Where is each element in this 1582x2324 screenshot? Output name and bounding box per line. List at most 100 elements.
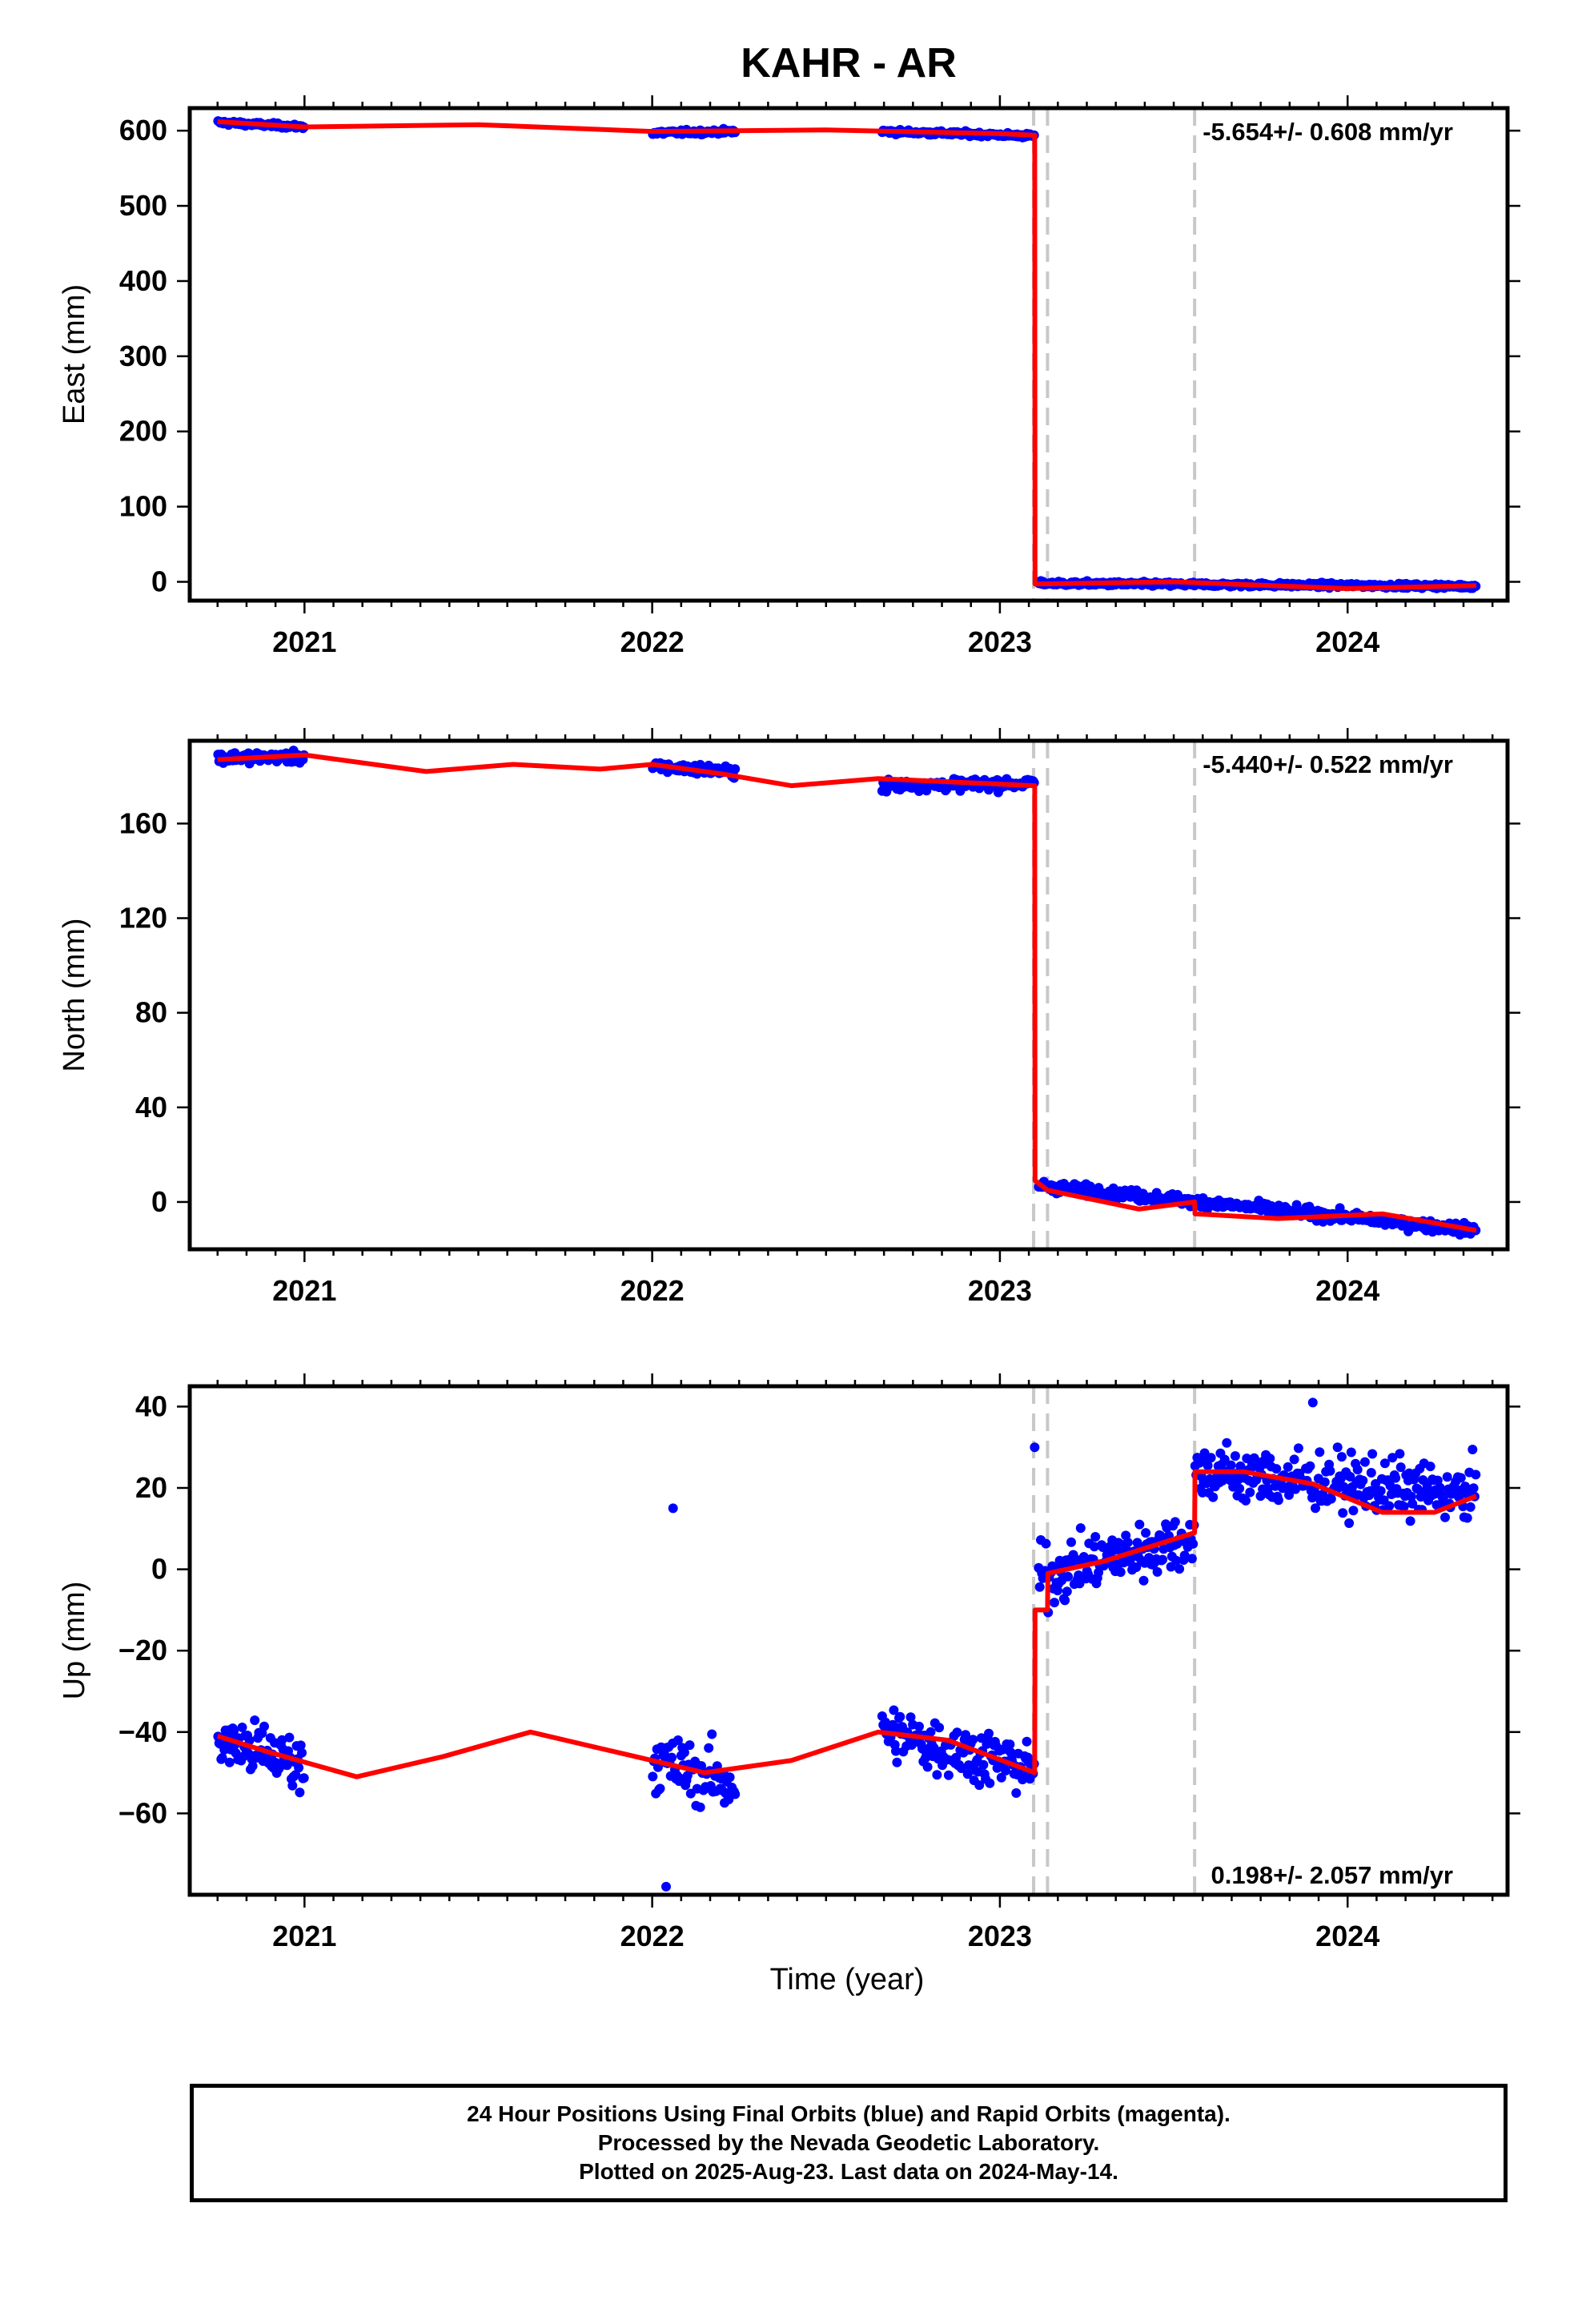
data-point (1206, 1453, 1216, 1463)
model-line (216, 1469, 1477, 1779)
data-point (648, 1771, 658, 1782)
data-point (964, 1760, 974, 1771)
data-point (1395, 1449, 1405, 1459)
data-point (1152, 1566, 1162, 1577)
y-tick-label: −20 (118, 1634, 167, 1667)
data-point (1273, 1495, 1283, 1506)
y-tick-label: 100 (119, 490, 167, 523)
data-point (1359, 1457, 1370, 1467)
x-tick-label: 2022 (620, 1274, 685, 1307)
data-point (1141, 1528, 1151, 1538)
data-point (1440, 1512, 1450, 1522)
data-point (1170, 1517, 1180, 1527)
data-point (1435, 1482, 1445, 1493)
data-point (217, 1753, 227, 1763)
data-point (295, 1740, 306, 1751)
x-tick-label: 2021 (272, 625, 336, 658)
chart-svg: KAHR - AR 2021 2022 2023 202401002003004005… (58, 40, 1520, 1996)
data-point (1265, 1454, 1275, 1464)
footer-line-1: 24 Hour Positions Using Final Orbits (bl… (467, 2101, 1231, 2126)
data-point (1391, 1473, 1401, 1483)
data-point (1293, 1443, 1303, 1454)
x-tick-label: 2023 (968, 625, 1032, 658)
panel-north: 2021 2022 2023 2024 0 40 80 120 160 North (mm) -5.… (58, 728, 1520, 1307)
panel-up: 2021 2022 2023 2024 −60 −40 −20 0 20 40 Up (mm) 0.1… (58, 1373, 1520, 1952)
footer-line-2: Processed by the Nevada Geodetic Laborat… (597, 2130, 1100, 2155)
data-point (1465, 1502, 1476, 1512)
data-point (1245, 1487, 1255, 1498)
footer-line-3: Plotted on 2025-Aug-23. Last data on 202… (579, 2159, 1118, 2184)
y-tick-label: 20 (135, 1471, 167, 1504)
data-point (707, 1729, 717, 1739)
data-point (1179, 1550, 1190, 1561)
x-tick-label: 2022 (620, 1920, 685, 1952)
y-tick-label: 600 (119, 114, 167, 147)
rate-label: -5.440+/- 0.522 mm/yr (1203, 750, 1453, 778)
y-tick-label: 0 (151, 1553, 167, 1586)
data-point (1138, 1575, 1149, 1586)
data-point (295, 1787, 305, 1798)
data-point (1089, 1542, 1099, 1552)
data-point (985, 1778, 995, 1788)
data-point (1325, 1466, 1335, 1476)
data-point (968, 1735, 978, 1745)
data-point (1235, 1461, 1246, 1471)
data-point (655, 1783, 665, 1794)
data-point (1326, 1494, 1336, 1504)
data-point (1335, 1203, 1345, 1213)
data-point (895, 1711, 905, 1722)
data-point-outlier (668, 1503, 678, 1514)
data-point (1289, 1454, 1299, 1465)
y-tick-label: 400 (119, 264, 167, 297)
data-points (213, 1397, 1481, 1892)
data-point (725, 1772, 735, 1783)
data-point (1387, 1453, 1398, 1463)
data-point (1062, 1586, 1072, 1597)
data-point (1060, 1595, 1070, 1606)
data-point (229, 1726, 239, 1736)
data-point (1379, 1458, 1390, 1469)
data-point (943, 1770, 954, 1780)
data-point (1241, 1495, 1251, 1506)
y-tick-label: 40 (135, 1389, 167, 1422)
data-point (1358, 1475, 1368, 1486)
data-point (1011, 1788, 1022, 1798)
data-point (1134, 1519, 1145, 1530)
x-tick-label: 2023 (968, 1274, 1032, 1307)
data-point (1186, 1554, 1197, 1564)
data-point (1375, 1486, 1386, 1496)
data-point (1319, 1477, 1330, 1487)
data-point (1405, 1516, 1415, 1526)
data-point (934, 1723, 945, 1733)
data-point (1075, 1523, 1086, 1534)
data-point (914, 1721, 924, 1731)
data-point (926, 1727, 936, 1737)
y-tick-label: 200 (119, 415, 167, 448)
data-point (1022, 1736, 1032, 1747)
data-point (1315, 1447, 1325, 1458)
data-point (1332, 1442, 1343, 1453)
data-point (952, 1727, 962, 1738)
data-point (1006, 1747, 1016, 1758)
data-point (277, 1735, 287, 1745)
data-point (996, 1772, 1006, 1783)
data-point (892, 1757, 902, 1767)
y-tick-label: −60 (118, 1796, 167, 1829)
x-tick-label: 2024 (1315, 1274, 1379, 1307)
data-point (237, 1723, 247, 1732)
data-point (905, 1712, 916, 1723)
data-point (1335, 1474, 1346, 1484)
data-point (1384, 1501, 1395, 1511)
data-point (978, 1759, 989, 1770)
data-point (1468, 1483, 1479, 1494)
data-point-outlier (661, 1881, 671, 1892)
data-point (247, 1761, 258, 1771)
data-point (1344, 1518, 1355, 1528)
data-point (1305, 1461, 1315, 1471)
data-point (1090, 1532, 1101, 1542)
data-point (673, 1735, 683, 1745)
data-point (951, 1752, 962, 1763)
data-point (1171, 1555, 1182, 1566)
data-points (213, 746, 1481, 1240)
x-axis-label: Time (year) (770, 1963, 925, 1996)
